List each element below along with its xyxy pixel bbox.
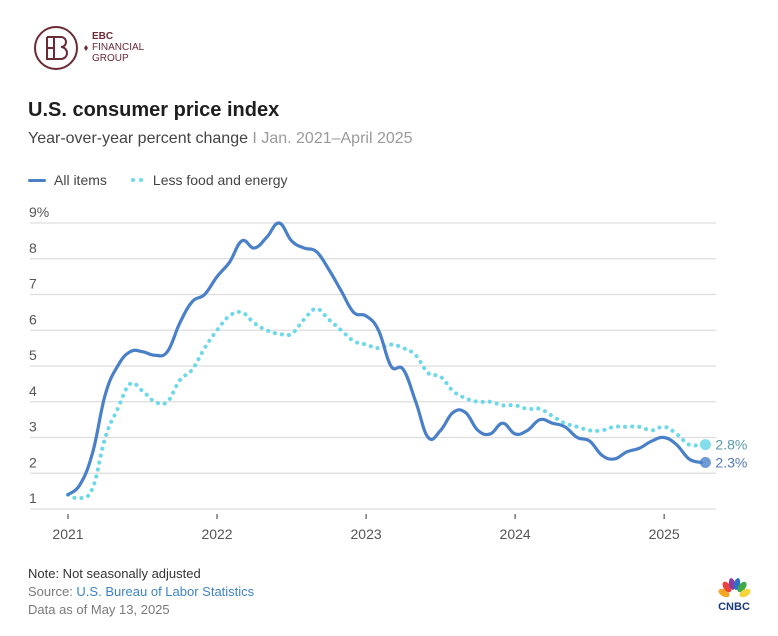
y-tick-label: 1 xyxy=(29,490,37,506)
legend: All items Less food and energy xyxy=(28,172,288,188)
gridlines xyxy=(30,222,716,510)
x-tick-label: 2024 xyxy=(500,526,531,542)
end-label-all-items: 2.3% xyxy=(715,455,747,471)
x-axis-ticks: 2021 2022 2023 2024 2025 xyxy=(52,514,680,542)
series-line-core xyxy=(66,306,704,501)
x-tick-label: 2025 xyxy=(649,526,680,542)
footer-source: Source: U.S. Bureau of Labor Statistics xyxy=(28,583,254,601)
y-tick-label: 3 xyxy=(29,419,37,435)
subtitle-range: Jan. 2021–April 2025 xyxy=(261,130,413,147)
ebc-logo-text: EBC FINANCIAL GROUP xyxy=(92,31,144,64)
y-axis-ticks: 1 2 3 4 5 6 7 8 9% xyxy=(29,204,49,506)
series-group: 2.8% 2.3% xyxy=(66,221,747,501)
x-tick-label: 2022 xyxy=(201,526,232,542)
end-point-core xyxy=(699,439,711,451)
y-tick-label: 4 xyxy=(29,383,37,399)
chart-title: U.S. consumer price index xyxy=(28,99,280,121)
y-tick-label: 2 xyxy=(29,454,37,470)
footer-note: Note: Not seasonally adjusted xyxy=(28,566,201,581)
series-line-all-items xyxy=(66,221,704,497)
logo-name: EBC xyxy=(92,31,114,42)
x-tick-label: 2023 xyxy=(351,526,382,542)
legend-swatch-all-items xyxy=(28,178,46,182)
ebc-logo-icon xyxy=(34,26,88,70)
footer-data-date: Data as of May 13, 2025 xyxy=(28,602,170,617)
subtitle-main: Year-over-year percent change xyxy=(28,130,248,147)
x-tick-label: 2021 xyxy=(52,526,83,542)
y-tick-label: 6 xyxy=(29,311,37,327)
cnbc-peacock-logo-icon: CNBC xyxy=(718,578,751,612)
logo-line-3: GROUP xyxy=(92,53,129,64)
y-tick-label: 7 xyxy=(29,276,37,292)
legend-label-core: Less food and energy xyxy=(152,172,288,188)
chart-subtitle: Year-over-year percent change I Jan. 202… xyxy=(28,130,413,148)
y-tick-label: 9% xyxy=(29,204,49,220)
cnbc-wordmark: CNBC xyxy=(718,601,750,612)
source-label: Source: xyxy=(28,584,77,599)
footer: Note: Not seasonally adjusted Source: U.… xyxy=(28,565,254,619)
y-tick-label: 5 xyxy=(29,347,37,363)
source-link[interactable]: U.S. Bureau of Labor Statistics xyxy=(76,584,255,599)
logo-line-2: FINANCIAL xyxy=(92,42,145,53)
subtitle-separator: I xyxy=(247,130,262,147)
end-point-all-items xyxy=(699,457,711,469)
end-label-core: 2.8% xyxy=(715,437,747,453)
y-tick-label: 8 xyxy=(29,240,37,256)
legend-label-all-items: All items xyxy=(54,172,107,188)
legend-swatch-core xyxy=(130,178,143,182)
